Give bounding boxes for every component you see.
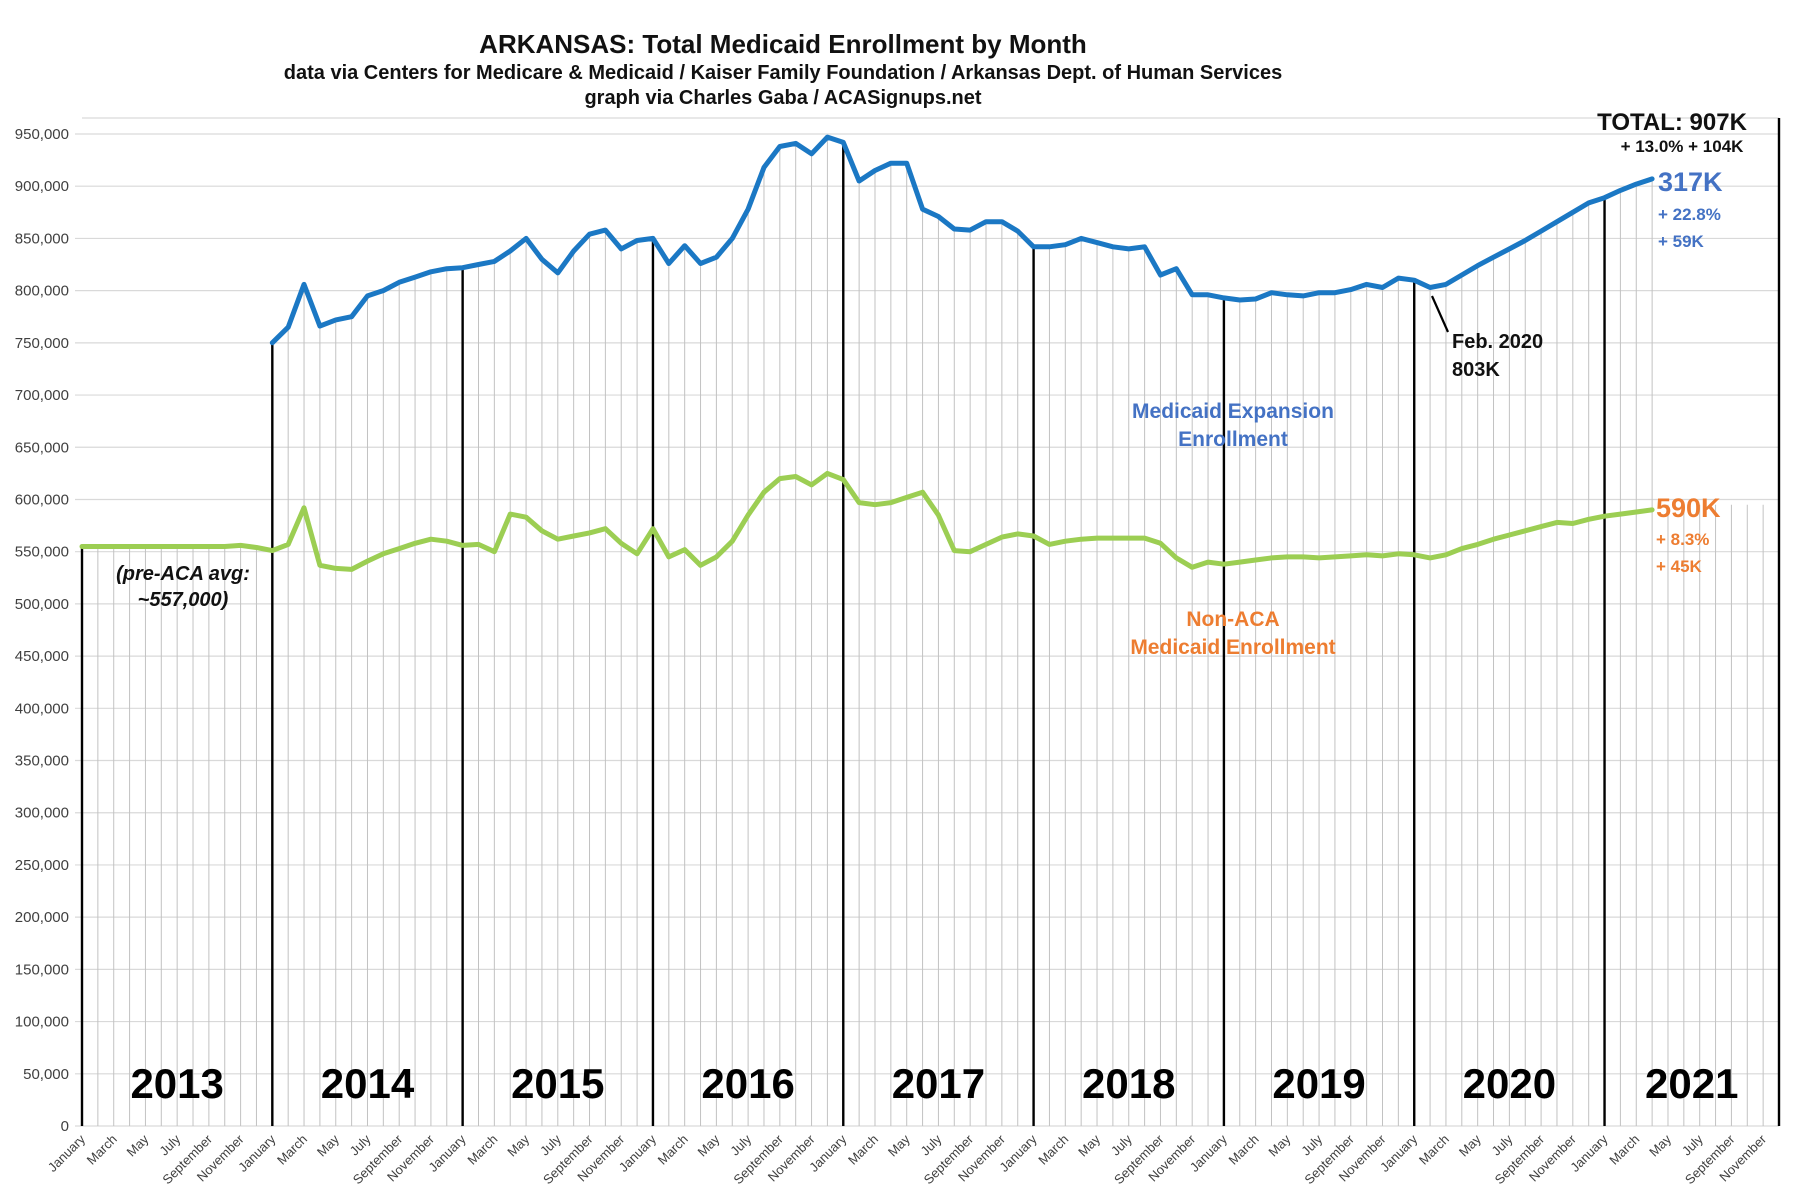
x-axis-month-label: March: [845, 1132, 881, 1168]
chart-subtitle-source: data via Centers for Medicare & Medicaid…: [284, 62, 1282, 84]
x-axis-month-label: May: [314, 1131, 342, 1159]
x-axis-month-label: March: [1416, 1132, 1452, 1168]
y-axis-tick-label: 550,000: [15, 544, 69, 561]
y-axis-tick-label: 500,000: [15, 596, 69, 613]
x-axis-month-label: July: [727, 1131, 754, 1158]
x-axis-month-label: March: [1606, 1132, 1642, 1168]
total-enrollment-line: [269, 134, 1655, 346]
y-axis-tick-label: 950,000: [15, 126, 69, 143]
annotation-expansion-pct: + 22.8%: [1658, 205, 1721, 224]
y-axis-tick-label: 250,000: [15, 857, 69, 874]
annotation-total-value: TOTAL: 907K: [1597, 109, 1747, 136]
year-label: 2015: [511, 1060, 604, 1107]
chart-subtitle-credit: graph via Charles Gaba / ACASignups.net: [584, 87, 981, 109]
y-axis-tick-label: 100,000: [15, 1014, 69, 1031]
y-axis-tick-label: 800,000: [15, 283, 69, 300]
x-axis-month-label: May: [885, 1131, 913, 1159]
x-axis-month-label: May: [124, 1131, 152, 1159]
annotation-nonaca-delta: + 45K: [1656, 557, 1703, 576]
x-axis-month-label: May: [695, 1131, 723, 1159]
x-axis-month-label: March: [655, 1132, 691, 1168]
x-axis-month-label: March: [464, 1132, 500, 1168]
month-droplines: [80, 118, 1781, 1126]
expansion-series-label-line2: Enrollment: [1178, 428, 1288, 451]
series-lines: [79, 134, 1655, 572]
x-axis-month-label: March: [84, 1132, 120, 1168]
y-axis-tick-label: 450,000: [15, 648, 69, 665]
annotation-nonaca-value: 590K: [1656, 493, 1721, 523]
year-label: 2017: [892, 1060, 985, 1107]
x-axis-month-label: May: [1075, 1131, 1103, 1159]
y-axis-tick-label: 700,000: [15, 387, 69, 404]
x-axis-month-label: January: [45, 1131, 89, 1175]
y-axis-tick-label: 400,000: [15, 700, 69, 717]
x-axis-month-label: March: [274, 1132, 310, 1168]
nonaca-series-label-line1: Non-ACA: [1186, 608, 1279, 631]
chart-title: ARKANSAS: Total Medicaid Enrollment by M…: [479, 29, 1087, 59]
y-axis-tick-label: 300,000: [15, 805, 69, 822]
chart-generated-layers: 0 50,000 100,000 150,000 200,000 250,000 300,0…: [15, 117, 1781, 1187]
x-axis-month-label: July: [347, 1131, 374, 1158]
annotation-nonaca-pct: + 8.3%: [1656, 530, 1709, 549]
y-axis-tick-label: 150,000: [15, 961, 69, 978]
annotation-feb2020-value: 803K: [1452, 359, 1500, 381]
x-axis-month-label: July: [1679, 1131, 1706, 1158]
y-axis-tick-label: 50,000: [23, 1066, 69, 1083]
x-axis-month-label: May: [504, 1131, 532, 1159]
horizontal-grid: 0 50,000 100,000 150,000 200,000 250,000 300,0…: [15, 117, 1779, 1135]
nonaca-enrollment-line: [79, 470, 1655, 572]
year-label: 2013: [130, 1060, 223, 1107]
x-axis-month-label: July: [1298, 1131, 1325, 1158]
x-axis-month-label: March: [1035, 1132, 1071, 1168]
x-axis-month-label: March: [1226, 1132, 1262, 1168]
year-label: 2021: [1645, 1060, 1738, 1107]
year-label: 2016: [701, 1060, 794, 1107]
feb2020-leader-line: [1430, 295, 1450, 333]
y-axis-tick-label: 650,000: [15, 439, 69, 456]
annotation-total-change: + 13.0% + 104K: [1621, 137, 1745, 156]
year-label: 2020: [1463, 1060, 1556, 1107]
x-axis-month-label: July: [156, 1131, 183, 1158]
year-label: 2018: [1082, 1060, 1175, 1107]
year-label: 2019: [1272, 1060, 1365, 1107]
y-axis-tick-label: 750,000: [15, 335, 69, 352]
y-axis-tick-label: 900,000: [15, 178, 69, 195]
x-axis-month-label: May: [1456, 1131, 1484, 1159]
x-axis-month-label: July: [537, 1131, 564, 1158]
annotation-preaca-line1: (pre-ACA avg:: [116, 563, 250, 585]
x-axis-month-label: July: [1489, 1131, 1516, 1158]
year-label: 2014: [321, 1060, 415, 1107]
y-axis-tick-label: 200,000: [15, 909, 69, 926]
nonaca-series-label-line2: Medicaid Enrollment: [1130, 636, 1335, 659]
y-axis-tick-label: 0: [61, 1118, 69, 1135]
x-axis-month-label: May: [1265, 1131, 1293, 1159]
annotation-expansion-value: 317K: [1658, 167, 1723, 197]
expansion-series-label-line1: Medicaid Expansion: [1132, 400, 1334, 423]
annotation-preaca-line2: ~557,000): [138, 589, 229, 611]
x-axis-month-label: July: [918, 1131, 945, 1158]
x-axis-month-label: July: [1108, 1131, 1135, 1158]
annotation-feb2020-date: Feb. 2020: [1452, 331, 1543, 353]
y-axis-tick-label: 850,000: [15, 230, 69, 247]
y-axis-tick-label: 350,000: [15, 753, 69, 770]
y-axis-tick-label: 600,000: [15, 491, 69, 508]
annotation-expansion-delta: + 59K: [1658, 232, 1705, 251]
x-axis-month-label: May: [1646, 1131, 1674, 1159]
